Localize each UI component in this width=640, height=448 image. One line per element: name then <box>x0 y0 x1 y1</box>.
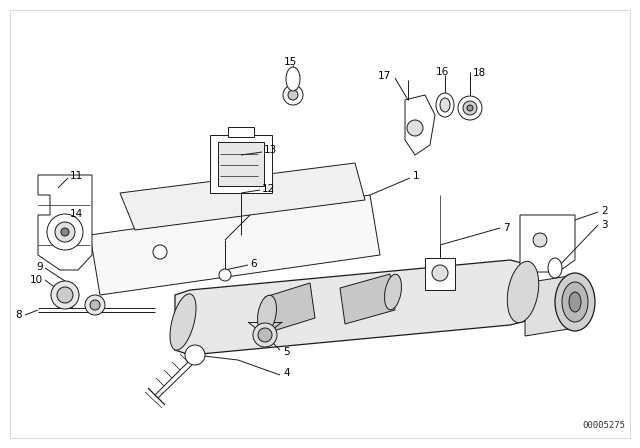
Ellipse shape <box>286 67 300 91</box>
Ellipse shape <box>440 98 450 112</box>
Circle shape <box>407 120 423 136</box>
Polygon shape <box>175 260 530 355</box>
Circle shape <box>90 300 100 310</box>
Ellipse shape <box>548 258 562 278</box>
Text: 15: 15 <box>284 57 296 67</box>
Circle shape <box>219 269 231 281</box>
Circle shape <box>153 245 167 259</box>
Polygon shape <box>340 274 395 324</box>
Circle shape <box>458 96 482 120</box>
Circle shape <box>467 105 473 111</box>
Ellipse shape <box>562 282 588 322</box>
Circle shape <box>432 265 448 281</box>
Text: 5: 5 <box>283 347 290 357</box>
Ellipse shape <box>436 93 454 117</box>
Text: 2: 2 <box>601 206 607 216</box>
Polygon shape <box>38 175 92 270</box>
Text: 1: 1 <box>413 171 420 181</box>
Polygon shape <box>90 195 380 295</box>
Text: 7: 7 <box>503 223 509 233</box>
Text: 8: 8 <box>15 310 22 320</box>
Text: 6: 6 <box>250 259 257 269</box>
Text: 00005275: 00005275 <box>582 421 625 430</box>
Circle shape <box>533 233 547 247</box>
Circle shape <box>258 328 272 342</box>
Text: 18: 18 <box>473 68 486 78</box>
Circle shape <box>55 222 75 242</box>
Text: 10: 10 <box>30 275 43 285</box>
Text: 14: 14 <box>70 209 83 219</box>
Circle shape <box>185 345 205 365</box>
Circle shape <box>47 214 83 250</box>
Circle shape <box>288 90 298 100</box>
Text: 12: 12 <box>262 184 275 194</box>
Ellipse shape <box>257 295 276 333</box>
Bar <box>210 135 272 193</box>
Circle shape <box>61 228 69 236</box>
Polygon shape <box>525 275 575 336</box>
Text: 3: 3 <box>601 220 607 230</box>
Text: 13: 13 <box>264 145 277 155</box>
Text: 4: 4 <box>283 368 290 378</box>
Ellipse shape <box>569 292 581 312</box>
Bar <box>228 127 254 137</box>
Bar <box>425 258 455 290</box>
Ellipse shape <box>170 294 196 350</box>
Circle shape <box>57 287 73 303</box>
Ellipse shape <box>555 273 595 331</box>
Text: 16: 16 <box>435 67 449 77</box>
Text: 9: 9 <box>36 262 43 272</box>
Polygon shape <box>120 163 365 230</box>
Text: 17: 17 <box>378 71 391 81</box>
Circle shape <box>463 101 477 115</box>
Circle shape <box>253 323 277 347</box>
Bar <box>218 142 264 186</box>
Text: 11: 11 <box>70 171 83 181</box>
Circle shape <box>283 85 303 105</box>
Polygon shape <box>265 283 315 332</box>
Polygon shape <box>405 95 435 155</box>
Circle shape <box>85 295 105 315</box>
Circle shape <box>51 281 79 309</box>
Ellipse shape <box>508 261 539 323</box>
Polygon shape <box>520 215 575 272</box>
Ellipse shape <box>385 274 401 310</box>
